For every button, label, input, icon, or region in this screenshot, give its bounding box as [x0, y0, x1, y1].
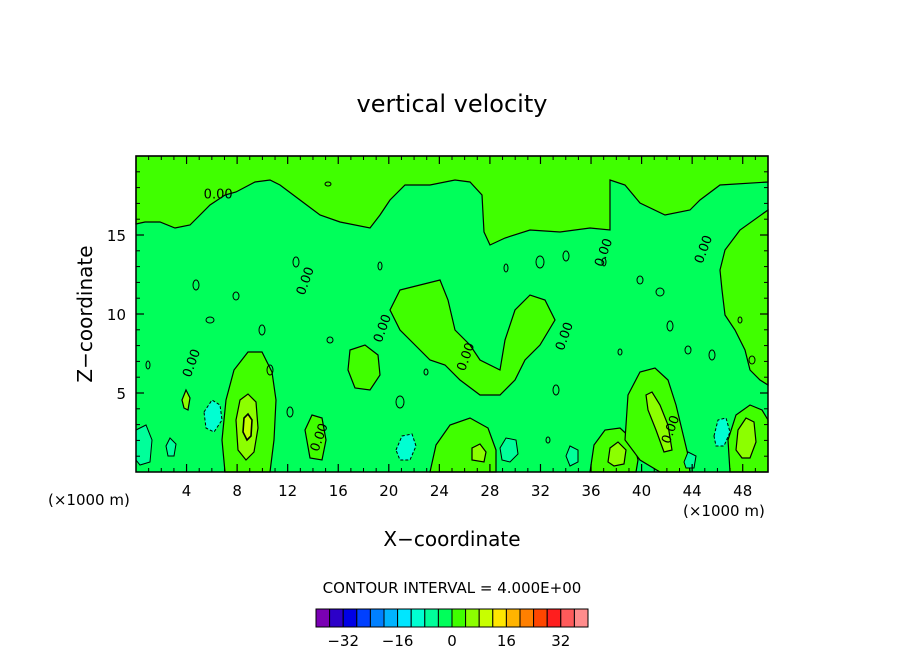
x-tick-label: 48 — [733, 482, 752, 500]
colorbar-swatch — [465, 608, 480, 628]
x-axis-label: X−coordinate — [383, 527, 520, 551]
colorbar-swatch — [533, 608, 548, 628]
colorbar-swatch — [451, 608, 467, 628]
colorbar-tick-label: 0 — [447, 632, 457, 650]
colorbar-swatch — [505, 608, 521, 628]
x-tick-label: 28 — [480, 482, 499, 500]
loop — [377, 261, 383, 271]
region-negative-mid-3 — [565, 445, 579, 467]
x-tick-label: 24 — [430, 482, 449, 500]
x-tick-label: 4 — [182, 482, 192, 500]
region-positive-small — [304, 414, 327, 461]
colorbar-swatch — [492, 608, 507, 628]
colorbar-swatch — [315, 608, 331, 628]
x-unit-left: (×1000 m) — [48, 491, 130, 509]
region-positive-middle — [389, 279, 556, 396]
loop — [737, 316, 743, 324]
region-core-edge — [735, 417, 757, 459]
x-tick-label: 16 — [329, 482, 348, 500]
region-negative-right-2 — [683, 451, 697, 469]
plot-area: 0.000.000.000.000.000.000.000.000.000.00 — [135, 155, 769, 473]
colorbar-swatch — [478, 608, 494, 628]
loop — [232, 291, 240, 301]
loop — [423, 368, 429, 376]
loop — [258, 324, 266, 336]
loop — [324, 181, 332, 187]
region-core-small-left — [181, 388, 191, 411]
x-tick-label: 36 — [581, 482, 600, 500]
x-tick-label: 12 — [278, 482, 297, 500]
x-tick-label: 8 — [232, 482, 242, 500]
loop — [145, 360, 151, 370]
loop — [503, 263, 509, 273]
loop — [708, 349, 716, 361]
loop — [684, 345, 692, 355]
region-core-inner — [242, 412, 253, 442]
colorbar-tick-label: −16 — [382, 632, 414, 650]
colorbar-ticks: −32 −16 0 16 32 — [327, 632, 570, 650]
loop — [395, 395, 405, 409]
loop — [748, 355, 756, 365]
loop — [601, 257, 607, 267]
loop — [636, 275, 644, 285]
loop — [552, 384, 560, 396]
x-axis: 4 8 12 16 20 24 28 32 36 40 44 48 — [148, 156, 769, 500]
x-tick-label: 44 — [683, 482, 702, 500]
region-negative-mid-2 — [499, 437, 519, 463]
colorbar-swatch — [424, 608, 439, 628]
colorbar-swatch — [356, 608, 371, 628]
x-tick-label: 32 — [531, 482, 550, 500]
region-positive-upper-left — [135, 155, 769, 246]
region-positive-right — [719, 208, 769, 387]
region-core-right — [607, 441, 627, 467]
contour-interval: CONTOUR INTERVAL = 4.000E+00 — [323, 579, 582, 597]
loop — [562, 250, 570, 262]
x-tick-label: 20 — [379, 482, 398, 500]
loop — [286, 406, 294, 418]
loop — [292, 256, 300, 268]
colorbar-tick-label: 32 — [551, 632, 570, 650]
small-contour-loops — [145, 181, 756, 444]
colorbar-tick-label: 16 — [497, 632, 516, 650]
y-axis-label: Z−coordinate — [73, 245, 97, 382]
loop — [655, 287, 665, 297]
y-axis: 5 10 15 — [107, 171, 768, 457]
colorbar — [315, 608, 589, 628]
x-unit-right: (×1000 m) — [683, 502, 765, 520]
colorbar-swatch — [329, 608, 344, 628]
loop — [666, 320, 674, 332]
colorbar-swatch — [342, 608, 358, 628]
region-core-far-right — [645, 391, 673, 453]
colorbar-swatch — [369, 608, 385, 628]
colorbar-swatch — [383, 608, 399, 628]
loop — [192, 279, 200, 291]
region-core-mid — [471, 443, 487, 463]
colorbar-swatch — [437, 608, 453, 628]
y-tick-label: 15 — [107, 227, 126, 245]
loop — [545, 436, 551, 444]
x-tick-label: 40 — [632, 482, 651, 500]
region-negative-mid-1 — [395, 433, 417, 461]
colorbar-swatch — [410, 608, 426, 628]
y-tick-label: 5 — [116, 385, 126, 403]
y-tick-label: 10 — [107, 306, 126, 324]
colorbar-swatch — [546, 608, 562, 628]
region-negative-right — [713, 417, 731, 447]
region-negative-left-3 — [165, 437, 177, 457]
colorbar-tick-label: −32 — [327, 632, 359, 650]
colorbar-swatch — [397, 608, 412, 628]
region-positive-blob — [347, 344, 381, 391]
loop — [205, 316, 215, 324]
chart-title: vertical velocity — [357, 90, 548, 118]
loop — [266, 364, 274, 376]
contour-label: 0.00 — [204, 188, 233, 203]
loop — [535, 255, 545, 269]
colorbar-swatch — [573, 608, 589, 628]
loop — [326, 336, 334, 344]
loop — [617, 348, 623, 356]
colorbar-swatch — [519, 608, 535, 628]
region-negative-left-2 — [203, 399, 223, 433]
colorbar-swatch — [560, 608, 575, 628]
